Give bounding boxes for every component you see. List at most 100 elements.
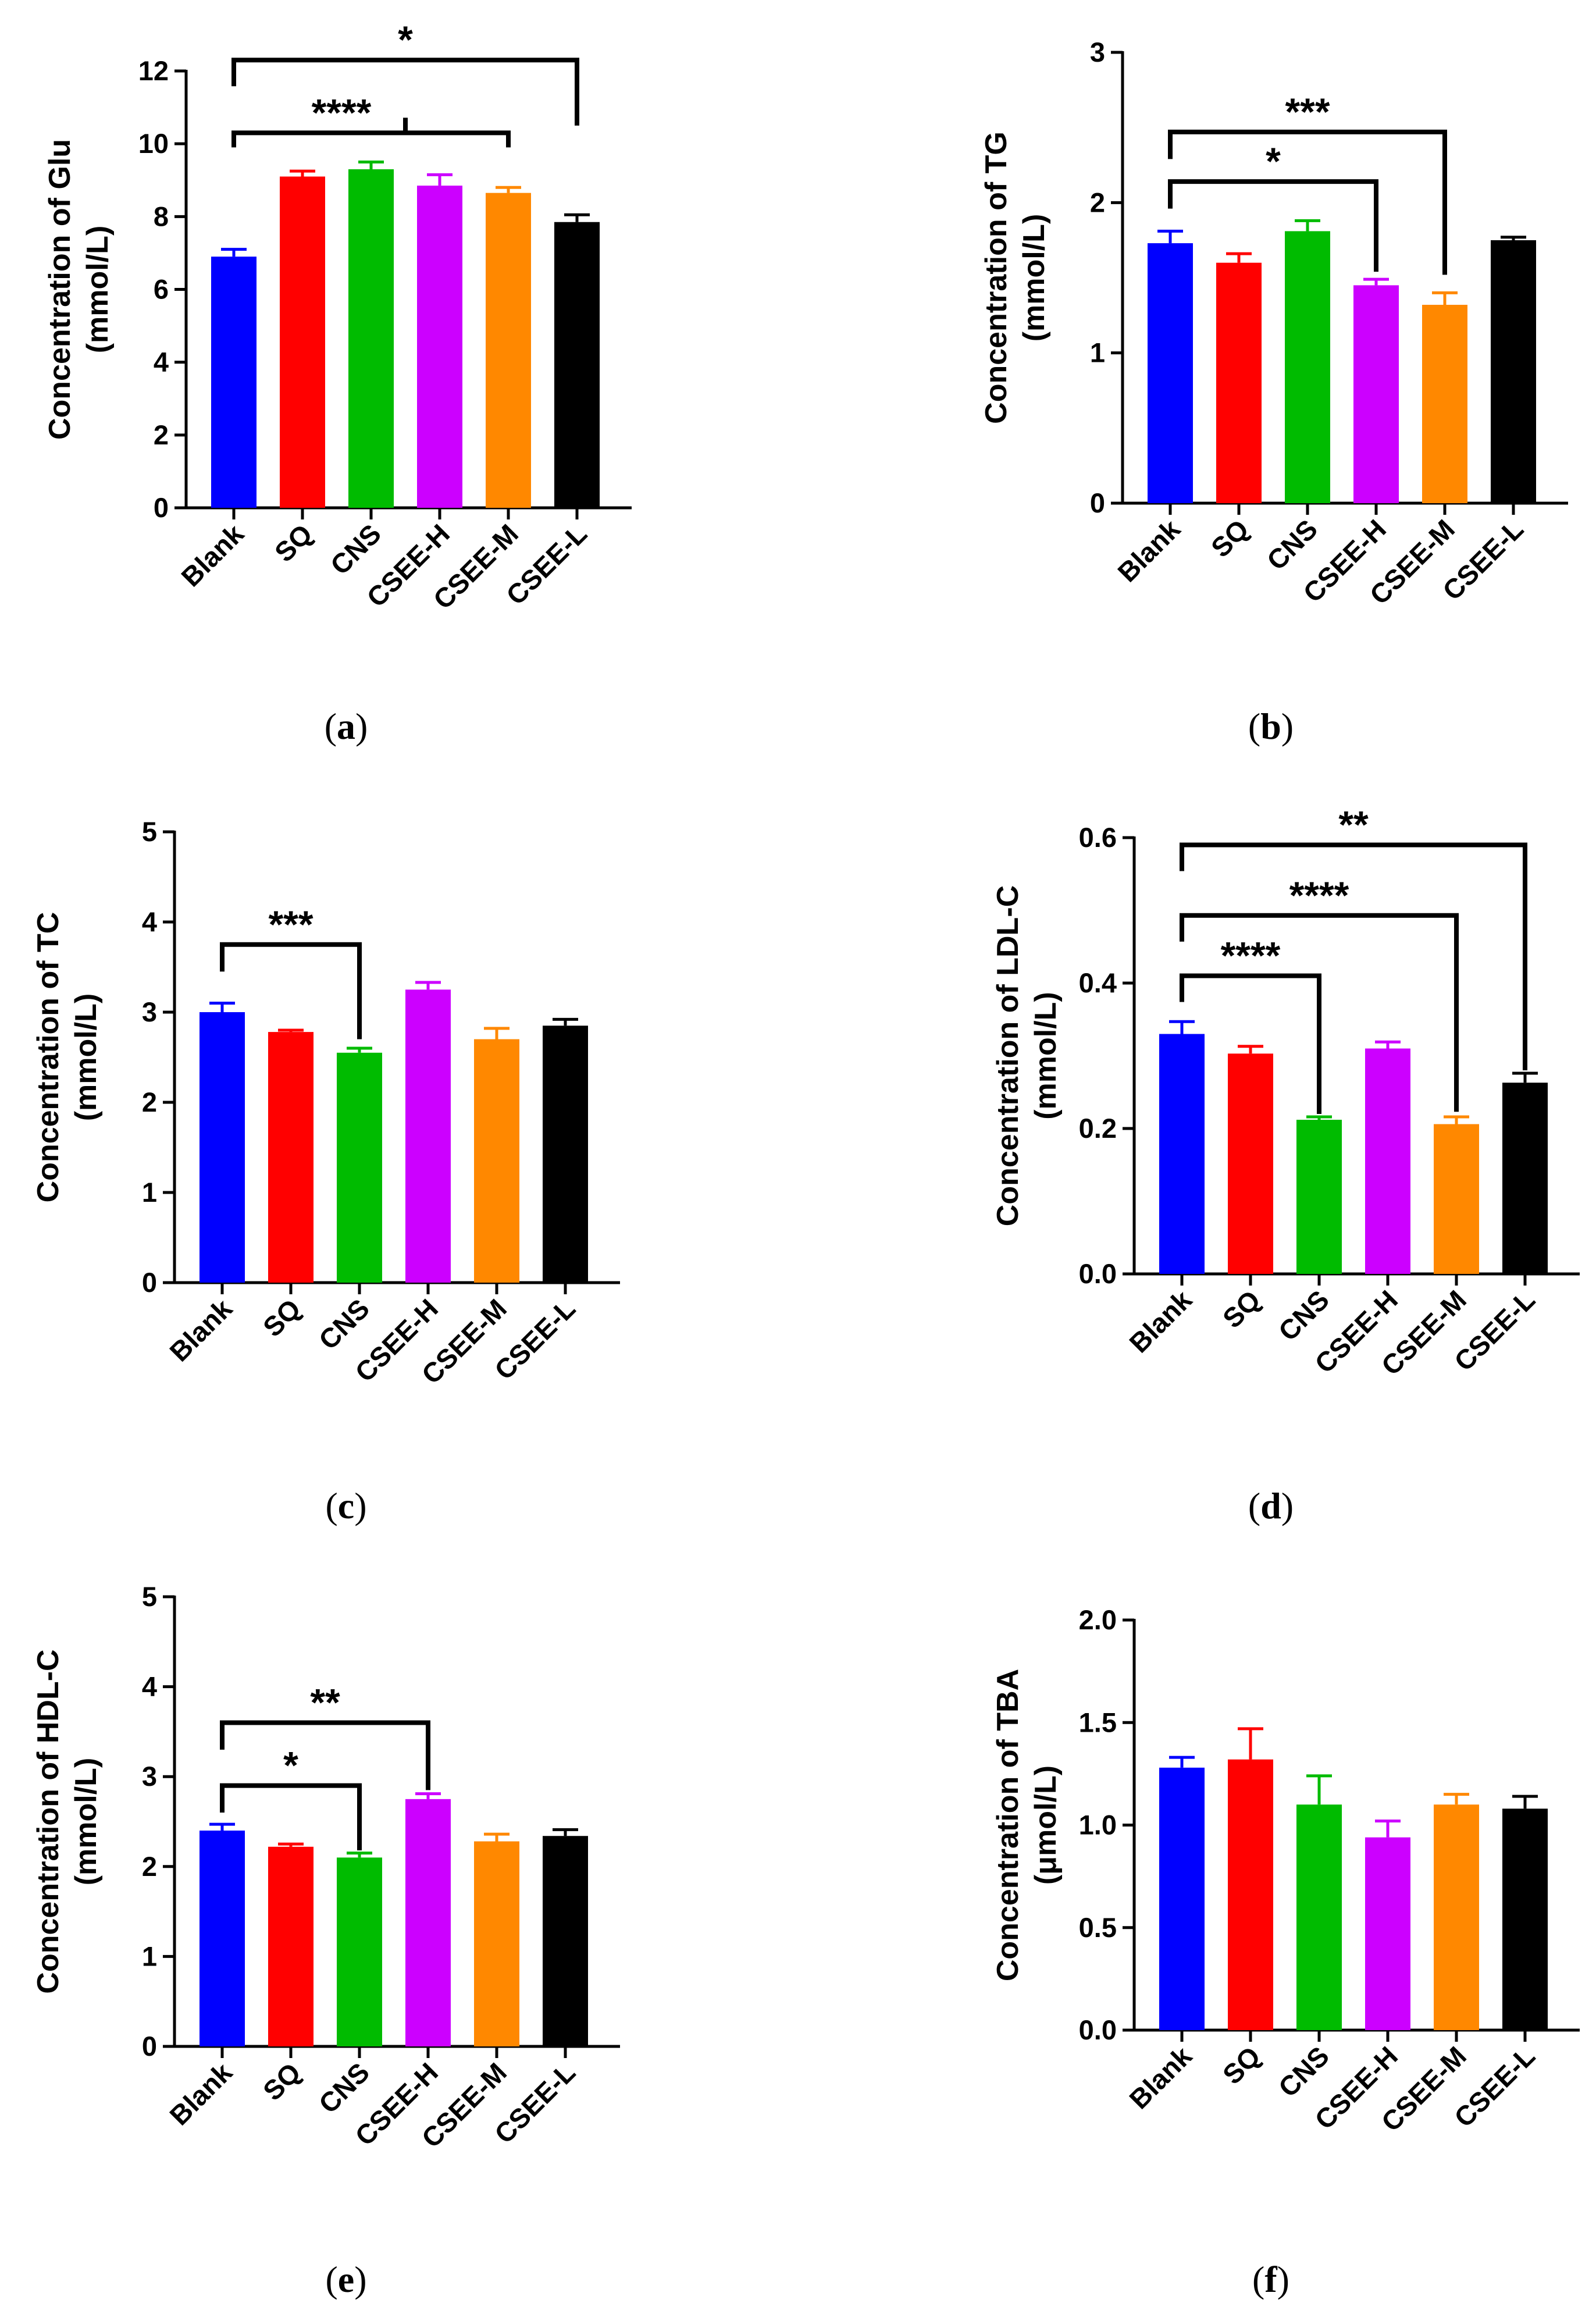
- panel-caption: (d): [1248, 1485, 1294, 1526]
- y-axis-label: Concentration of TG: [979, 131, 1013, 424]
- bar-csee-l: [543, 1026, 588, 1283]
- significance-label: *: [283, 1744, 298, 1787]
- significance-label: **: [1338, 803, 1369, 846]
- y-tick-label: 1.5: [1079, 1707, 1117, 1738]
- bar-cns: [1296, 1120, 1342, 1274]
- y-tick-label: 0: [1090, 487, 1105, 518]
- bar-csee-h: [1353, 285, 1399, 503]
- significance-label: ****: [1221, 934, 1281, 977]
- chart-panel-a: 0 2 4 6 8 10 12 Concentration of Glu (mmol/L) Bla…: [43, 18, 632, 747]
- y-tick-label: 0: [142, 1267, 157, 1298]
- significance-bracket: [1168, 129, 1447, 275]
- y-tick-label: 0.2: [1079, 1113, 1117, 1144]
- significance-bracket: [1168, 179, 1378, 272]
- x-tick-label: CNS: [324, 518, 387, 581]
- bar-sq: [1216, 262, 1262, 503]
- bar-blank: [200, 1012, 245, 1283]
- y-axis-unit-label: (mmol/L): [69, 1758, 103, 1886]
- chart-panel-b: 0 1 2 3 Concentration of TG (mmol/L) Blank SQ CN…: [979, 37, 1568, 747]
- bar-blank: [1159, 1767, 1205, 2030]
- x-tick-label: Blank: [163, 1293, 238, 1368]
- bar-cns: [337, 1857, 382, 2046]
- bar-csee-m: [1434, 1804, 1479, 2030]
- bar-blank: [200, 1830, 245, 2046]
- panel-caption: (e): [325, 2259, 366, 2300]
- bar-csee-m: [474, 1039, 519, 1283]
- significance-bracket: [231, 58, 579, 126]
- bar-csee-m: [1422, 305, 1467, 503]
- y-tick-label: 0.4: [1079, 967, 1117, 998]
- significance-bracket: [220, 942, 362, 1039]
- x-tick-label: CNS: [1272, 2041, 1335, 2103]
- bar-csee-m: [486, 193, 531, 508]
- bar-sq: [1228, 1759, 1273, 2030]
- x-tick-label: Blank: [1123, 1284, 1198, 1359]
- y-tick-label: 3: [142, 996, 157, 1027]
- y-tick-label: 2.0: [1079, 1604, 1117, 1635]
- y-tick-label: 0.6: [1079, 822, 1117, 853]
- y-tick-label: 8: [154, 201, 169, 232]
- chart-panel-e: 0 1 2 3 4 5 Concentration of HDL-C (mmol/L) Blan…: [31, 1581, 620, 2300]
- y-tick-label: 5: [142, 1581, 157, 1612]
- significance-bracket: [231, 130, 511, 148]
- y-axis-label: Concentration of LDL-C: [991, 885, 1025, 1226]
- significance-bracket: [1180, 842, 1527, 1070]
- bar-csee-h: [405, 1799, 451, 2046]
- y-tick-label: 2: [154, 419, 169, 450]
- y-tick-label: 5: [142, 816, 157, 847]
- x-tick-label: SQ: [257, 2057, 307, 2107]
- bar-csee-h: [405, 989, 451, 1283]
- bar-csee-h: [417, 186, 462, 508]
- bar-blank: [211, 257, 256, 508]
- x-tick-label: SQ: [1217, 2041, 1267, 2091]
- y-tick-label: 0: [154, 492, 169, 523]
- chart-panel-d: 0.0 0.2 0.4 0.6 Concentration of LDL-C (mmol/…: [991, 803, 1580, 1526]
- bar-sq: [268, 1032, 314, 1283]
- bar-csee-l: [554, 222, 600, 508]
- x-tick-label: Blank: [175, 518, 250, 593]
- x-tick-label: SQ: [1205, 514, 1255, 564]
- y-tick-label: 4: [154, 347, 169, 378]
- y-tick-label: 3: [1090, 37, 1105, 67]
- chart-panel-c: 0 1 2 3 4 5 Concentration of TC (mmol/L) Blank SQ…: [31, 816, 620, 1526]
- x-tick-label: SQ: [1217, 1284, 1267, 1334]
- y-tick-label: 1: [142, 1941, 157, 1971]
- bar-cns: [348, 169, 394, 508]
- y-axis-label: Concentration of TBA: [991, 1669, 1025, 1981]
- y-axis-unit-label: (mmol/L): [81, 226, 115, 354]
- bar-csee-l: [1502, 1083, 1548, 1274]
- bar-csee-h: [1365, 1048, 1410, 1274]
- y-tick-label: 12: [138, 55, 169, 86]
- significance-bracket: [1180, 913, 1459, 1112]
- x-tick-label: Blank: [1112, 513, 1187, 588]
- panel-caption: (b): [1248, 706, 1294, 747]
- y-axis-unit-label: (mmol/L): [1017, 214, 1051, 342]
- y-axis-unit-label: (mmol/L): [1029, 992, 1063, 1120]
- y-tick-label: 0: [142, 2031, 157, 2062]
- y-tick-label: 0.0: [1079, 1258, 1117, 1289]
- bar-sq: [1228, 1053, 1273, 1274]
- bar-cns: [337, 1052, 382, 1283]
- significance-label: *: [398, 18, 413, 61]
- y-axis-label: Concentration of TC: [31, 912, 65, 1203]
- bar-cns: [1285, 231, 1330, 503]
- y-tick-label: 3: [142, 1761, 157, 1792]
- chart-panel-f: 0.0 0.5 1.0 1.5 2.0 Concentration of TBA (μmol…: [991, 1604, 1580, 2300]
- y-tick-label: 0.0: [1079, 2014, 1117, 2045]
- x-tick-label: SQ: [269, 518, 319, 568]
- x-tick-label: CNS: [312, 1293, 375, 1356]
- y-tick-label: 4: [142, 1671, 157, 1702]
- x-tick-label: Blank: [163, 2056, 238, 2131]
- bar-cns: [1296, 1804, 1342, 2030]
- y-tick-label: 2: [142, 1851, 157, 1882]
- panel-caption: (f): [1252, 2259, 1289, 2300]
- significance-label: ***: [268, 903, 313, 946]
- x-tick-label: Blank: [1123, 2040, 1198, 2115]
- significance-bracket: [220, 1720, 430, 1790]
- significance-bracket: [1180, 973, 1321, 1114]
- y-tick-label: 1.0: [1079, 1810, 1117, 1840]
- x-tick-label: CNS: [312, 2057, 375, 2120]
- bar-blank: [1159, 1034, 1205, 1274]
- significance-label: ***: [1285, 90, 1330, 133]
